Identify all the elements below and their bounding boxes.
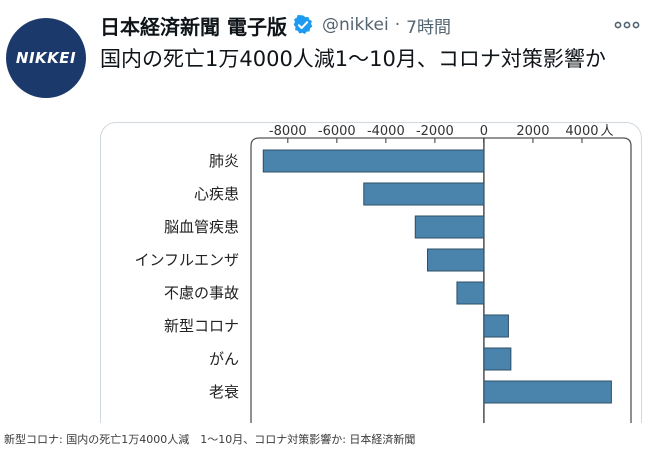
x-tick-label: 4000	[565, 124, 598, 139]
tweet-time[interactable]: 7時間	[406, 17, 451, 38]
plot-frame	[250, 137, 632, 423]
bar	[414, 215, 485, 239]
more-options-button[interactable]	[610, 12, 644, 38]
category-label: 肺炎	[209, 152, 239, 170]
separator-dot: ·	[394, 15, 401, 35]
x-tick-label: 2000	[516, 124, 549, 139]
bar	[483, 380, 612, 404]
category-label: 脳血管疾患	[164, 218, 239, 236]
image-caption: 新型コロナ: 国内の死亡1万4000人減 1～10月、コロナ対策影響か: 日本経…	[4, 433, 416, 446]
category-label: インフルエンザ	[134, 251, 239, 269]
category-label: 老衰	[209, 383, 239, 401]
category-label: 新型コロナ	[164, 317, 239, 335]
nikkei-avatar[interactable]: NIKKEI	[6, 18, 86, 98]
user-handle[interactable]: @nikkei	[321, 15, 389, 35]
bar	[483, 314, 509, 338]
bar	[363, 182, 485, 206]
link-card-image[interactable]: -8000 -6000 -4000 -2000 0 2000 4000 人肺炎心疾患脳血管疾患…	[100, 122, 642, 423]
x-unit-label: 人	[600, 124, 613, 139]
bar	[262, 149, 485, 173]
bar	[483, 347, 512, 371]
x-tick-label: -2000	[416, 124, 454, 139]
x-tick-label: -8000	[269, 124, 307, 139]
tweet-header: 日本経済新聞 電子版 @nikkei · 7時間	[100, 10, 451, 40]
bar	[456, 281, 485, 305]
x-tick-label: -6000	[318, 124, 356, 139]
category-label: がん	[209, 350, 239, 368]
display-name[interactable]: 日本経済新聞 電子版	[100, 14, 287, 39]
tweet-headline: 国内の死亡1万4000人減1～10月、コロナ対策影響か	[100, 47, 606, 71]
x-tick-label: -4000	[367, 124, 405, 139]
category-label: 心疾患	[194, 185, 239, 203]
more-options-icon	[614, 21, 640, 29]
avatar-logo-text: NIKKEI	[15, 49, 77, 67]
x-tick-label: 0	[480, 124, 488, 139]
category-label: 不慮の事故	[164, 284, 239, 302]
bar	[427, 248, 485, 272]
verified-badge-icon	[293, 14, 313, 34]
death-change-bar-chart: -8000 -6000 -4000 -2000 0 2000 4000 人肺炎心疾患脳血管疾患…	[134, 124, 632, 423]
